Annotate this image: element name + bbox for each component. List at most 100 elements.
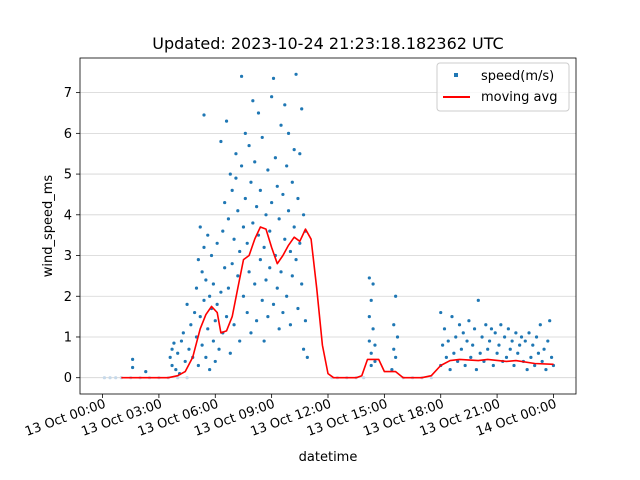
scatter-point xyxy=(279,270,283,274)
scatter-point xyxy=(131,365,135,370)
scatter-point xyxy=(392,323,396,327)
scatter-point xyxy=(224,119,229,123)
scatter-point xyxy=(275,286,279,290)
scatter-point xyxy=(211,282,215,286)
scatter-point xyxy=(264,278,268,282)
scatter-point xyxy=(260,298,264,302)
scatter-point xyxy=(200,343,204,347)
scatter-point xyxy=(185,376,189,380)
scatter-point xyxy=(108,376,112,380)
scatter-point xyxy=(193,310,197,315)
scatter-point xyxy=(298,152,302,156)
scatter-point xyxy=(264,213,268,217)
scatter-point xyxy=(444,355,448,359)
scatter-point xyxy=(241,294,246,298)
scatter-point xyxy=(525,367,529,372)
scatter-point xyxy=(271,76,276,80)
legend-label-moving-avg: moving avg xyxy=(481,90,557,105)
scatter-point xyxy=(499,323,503,327)
scatter-point xyxy=(446,339,450,343)
scatter-point xyxy=(497,343,501,347)
scatter-point xyxy=(262,339,266,343)
scatter-point xyxy=(540,359,544,364)
scatter-point xyxy=(236,274,240,278)
scatter-point xyxy=(239,164,244,168)
scatter-point xyxy=(285,164,289,168)
scatter-point xyxy=(213,319,217,323)
scatter-point xyxy=(367,315,371,319)
scatter-point xyxy=(285,294,289,298)
scatter-point xyxy=(489,327,494,331)
scatter-point xyxy=(506,327,510,331)
scatter-point xyxy=(510,339,514,343)
y-tick-label: 3 xyxy=(64,249,72,264)
scatter-point xyxy=(296,306,300,311)
scatter-point xyxy=(429,376,433,380)
scatter-point xyxy=(286,131,291,135)
scatter-point xyxy=(283,103,287,107)
y-tick-label: 5 xyxy=(64,168,72,183)
scatter-point xyxy=(234,176,238,180)
scatter-point xyxy=(394,355,398,359)
moving-avg-series xyxy=(121,226,554,379)
scatter-point xyxy=(286,209,291,213)
scatter-point xyxy=(533,363,537,368)
scatter-point xyxy=(230,188,234,192)
scatter-point xyxy=(206,327,210,331)
scatter-point xyxy=(294,72,298,76)
scatter-point xyxy=(469,355,473,359)
scatter-point xyxy=(219,139,223,144)
scatter-point xyxy=(544,367,548,372)
y-tick-label: 7 xyxy=(64,86,72,101)
scatter-point xyxy=(226,286,231,290)
legend: speed(m/s) moving avg xyxy=(436,62,570,112)
scatter-point xyxy=(253,160,257,164)
scatter-point xyxy=(176,351,180,355)
scatter-point xyxy=(144,370,148,374)
scatter-point xyxy=(270,95,274,99)
scatter-point xyxy=(202,113,206,117)
scatter-point xyxy=(486,347,490,351)
legend-box xyxy=(436,62,570,112)
scatter-point xyxy=(292,148,296,152)
scatter-point xyxy=(303,319,308,323)
scatter-point xyxy=(275,184,279,188)
y-axis: 0 1 2 3 4 5 6 7 xyxy=(64,86,80,386)
scatter-point xyxy=(176,376,180,380)
scatter-point xyxy=(224,315,229,319)
scatter-point xyxy=(457,323,462,327)
scatter-point xyxy=(170,347,174,351)
scatter-point xyxy=(211,339,215,343)
chart-title: Updated: 2023-10-24 21:23:18.182362 UTC xyxy=(152,34,503,53)
scatter-point xyxy=(247,270,251,274)
legend-label-speed: speed(m/s) xyxy=(481,69,554,84)
scatter-point xyxy=(392,347,396,351)
scatter-point xyxy=(534,335,539,339)
scatter-point xyxy=(508,347,512,351)
scatter-point xyxy=(301,213,306,217)
scatter-point xyxy=(114,376,118,380)
scatter-point xyxy=(461,331,465,335)
scatter-point xyxy=(531,343,535,347)
scatter-point xyxy=(170,363,174,368)
scatter-point xyxy=(548,319,552,323)
scatter-point xyxy=(215,241,219,245)
scatter-point xyxy=(300,282,304,286)
x-axis-label: datetime xyxy=(299,450,358,465)
scatter-point xyxy=(395,335,400,339)
scatter-point xyxy=(249,331,253,335)
scatter-point xyxy=(187,347,191,351)
scatter-point xyxy=(478,351,482,355)
scatter-point xyxy=(542,347,546,351)
scatter-point xyxy=(472,327,477,331)
scatter-point xyxy=(454,335,458,339)
scatter-point xyxy=(206,233,210,237)
scatter-point xyxy=(266,315,270,319)
scatter-point xyxy=(523,339,527,343)
scatter-point xyxy=(189,323,193,327)
scatter-point xyxy=(504,355,509,359)
scatter-point xyxy=(452,351,456,355)
scatter-point xyxy=(131,357,135,361)
scatter-point xyxy=(484,323,488,327)
